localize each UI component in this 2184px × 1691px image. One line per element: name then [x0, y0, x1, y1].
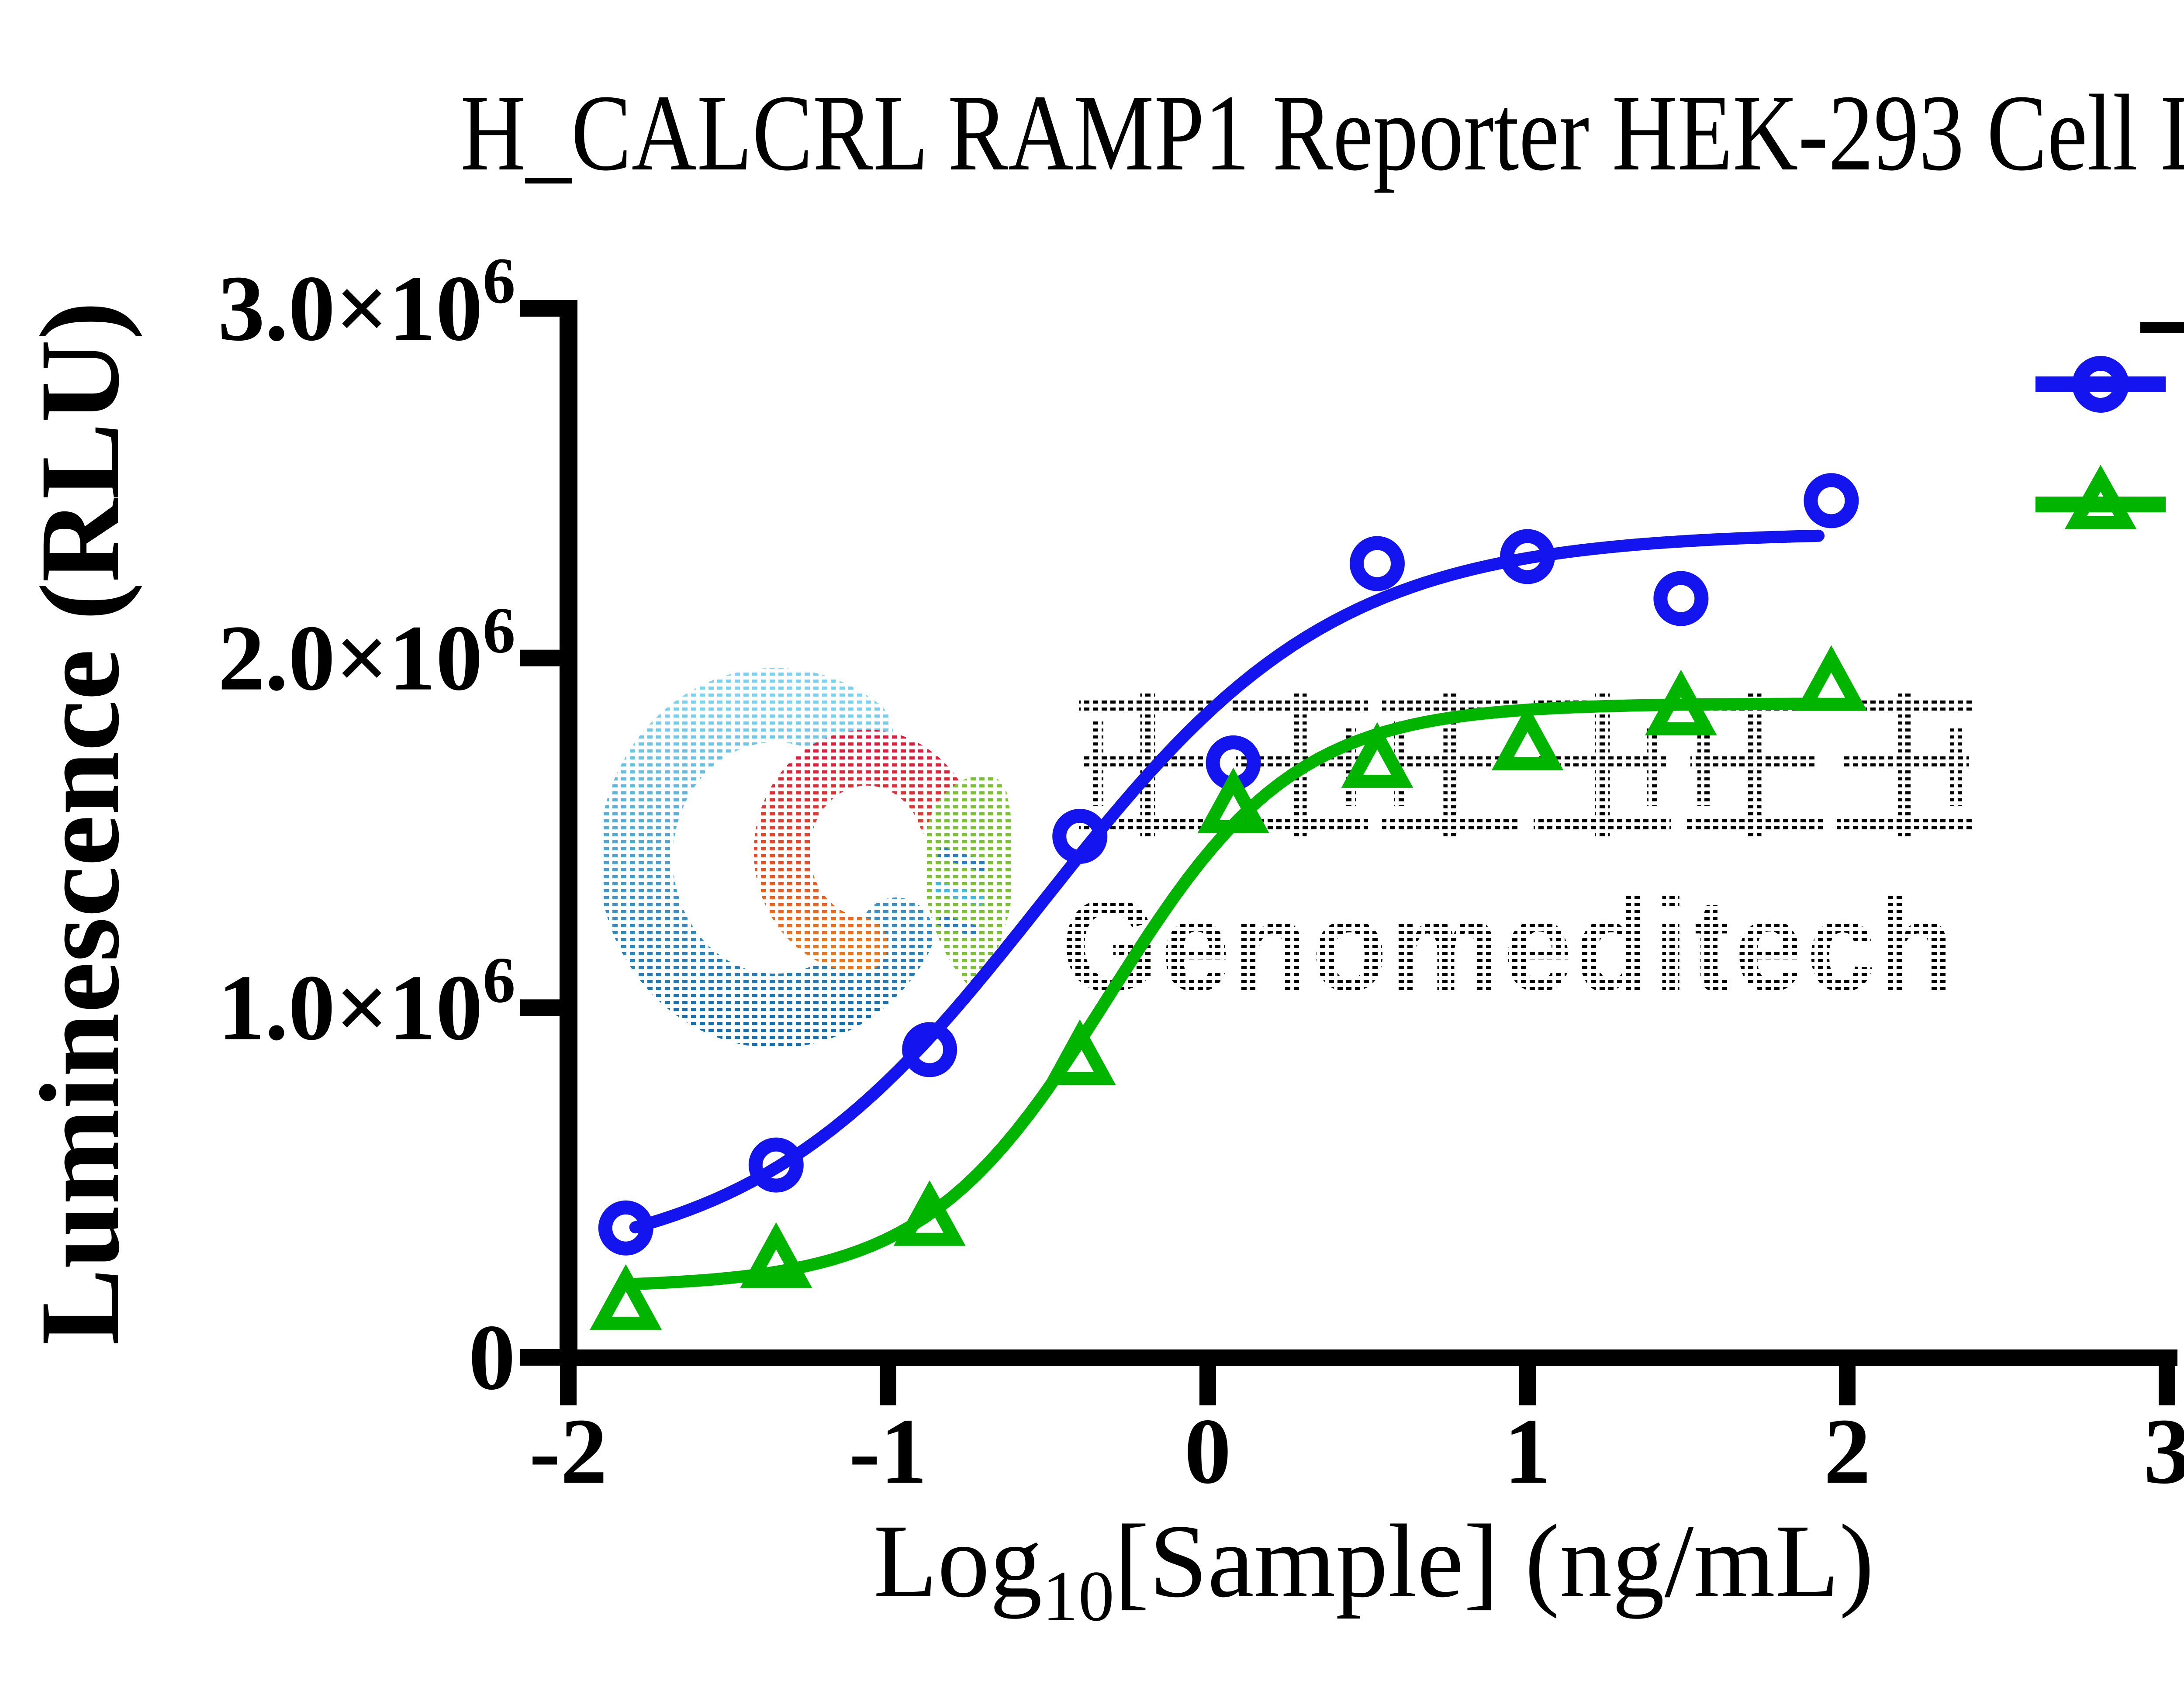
cjk-glyph-stroke [1595, 692, 1610, 836]
cjk-glyph-stroke [1647, 727, 1659, 806]
data-point-triangle [590, 1264, 662, 1330]
x-axis-line [560, 1349, 2177, 1366]
data-point-circle [1804, 473, 1859, 528]
x-tick [2159, 1366, 2175, 1405]
logo-dna-rung [937, 846, 987, 873]
cjk-glyph-stroke [1898, 692, 1913, 836]
data-point-circle [1653, 571, 1709, 626]
x-tick [880, 1366, 896, 1405]
fit-curve-α-CGRP [629, 529, 1825, 1234]
legend-underline [2140, 322, 2184, 333]
x-axis-label-subscript: 10 [1042, 1556, 1114, 1636]
data-point-triangle [1491, 704, 1564, 770]
legend-series-marker-triangle [2064, 465, 2137, 529]
y-tick-label: 0 [469, 1305, 516, 1409]
chart-title: H_CALCRL RAMP1 Reporter HEK-293 Cell Lin… [460, 72, 2184, 193]
cjk-glyph-stroke [1746, 692, 1762, 836]
data-point-circle [1500, 529, 1555, 584]
watermark: Genomeditech [598, 668, 1974, 1048]
x-tick-label: -2 [529, 1399, 607, 1503]
y-tick-label: 1.0×106 [218, 944, 515, 1059]
data-point-circle [902, 1022, 957, 1077]
x-axis-label: Log10[Sample] (ng/mL) [873, 1503, 1874, 1636]
logo-dna-rung [937, 914, 981, 938]
data-point-triangle [1341, 722, 1413, 788]
x-tick-label: 0 [1184, 1399, 1231, 1503]
x-tick-label: 1 [1504, 1399, 1551, 1503]
y-tick [520, 649, 560, 666]
legend-series-marker-circle [2072, 356, 2129, 413]
y-tick [520, 1349, 560, 1366]
x-axis-label-post: [Sample] (ng/mL) [1114, 1503, 1874, 1619]
data-point-triangle [893, 1180, 966, 1246]
y-axis-line [560, 300, 577, 1366]
y-tick-label: 2.0×106 [218, 594, 515, 710]
legend-layer: α-CGRP0.3062β-CGRP0.4916 [2035, 356, 2166, 529]
logo-swirl-cyan-icon [598, 668, 933, 1048]
data-point-triangle [1795, 645, 1867, 711]
data-point-triangle [1197, 767, 1269, 833]
x-tick-label: 2 [1824, 1399, 1871, 1503]
cjk-glyph-stroke [1091, 718, 1103, 806]
logo-swirl-red-icon [753, 729, 975, 973]
data-point-circle [1052, 809, 1108, 864]
cjk-glyph-stroke [1950, 727, 1962, 806]
series-layer [590, 473, 1867, 1330]
x-tick [1519, 1366, 1536, 1405]
axes-layer: 0 1.0×106 2.0×106 3.0×106 -2 -1 0 1 2 3 [218, 245, 2184, 1503]
x-tick [1199, 1366, 1216, 1405]
x-axis-label-pre: Log [873, 1503, 1042, 1619]
data-point-triangle [740, 1222, 812, 1288]
logo-dna-rung [933, 881, 985, 906]
data-point-circle [748, 1137, 804, 1193]
y-axis-label: Luminescence (RLU) [17, 301, 143, 1345]
y-tick [520, 300, 560, 317]
data-point-circle [1349, 536, 1405, 591]
x-tick [560, 1366, 577, 1405]
x-tick-label: -1 [849, 1399, 927, 1503]
watermark-latin-text: Genomeditech [1061, 872, 1957, 1018]
data-point-triangle [1645, 669, 1717, 735]
data-point-triangle [1044, 1019, 1116, 1085]
logo-dna-leaf-icon [923, 776, 1014, 989]
x-tick [1839, 1366, 1856, 1405]
y-tick [520, 999, 560, 1016]
x-tick-label: 3 [2143, 1399, 2184, 1503]
y-tick-label: 3.0×106 [218, 245, 515, 360]
data-point-circle [598, 1200, 653, 1256]
